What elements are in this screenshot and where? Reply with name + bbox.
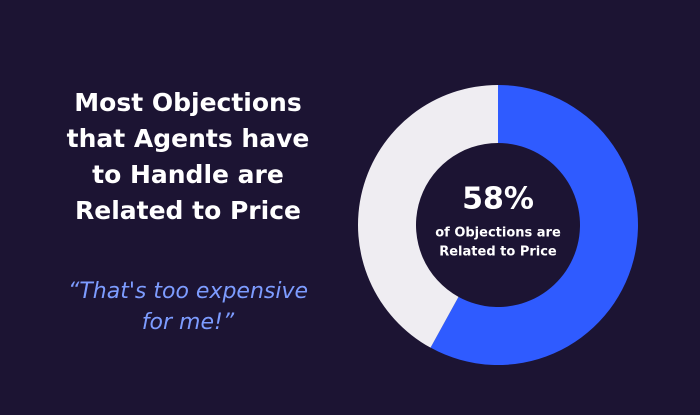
center-value-label: 58% (462, 182, 534, 217)
title-line: to Handle are (92, 160, 284, 189)
center-caption: Related to Price (439, 245, 557, 260)
quote-line: for me!” (142, 310, 235, 335)
quote-line: “That's too expensive (68, 279, 308, 304)
title-line: Related to Price (75, 196, 301, 225)
title-line: Most Objections (74, 88, 301, 117)
donut-segment (430, 85, 639, 365)
center-caption: of Objections are (435, 226, 561, 241)
donut-segment (358, 85, 498, 348)
title-line: that Agents have (67, 124, 310, 153)
